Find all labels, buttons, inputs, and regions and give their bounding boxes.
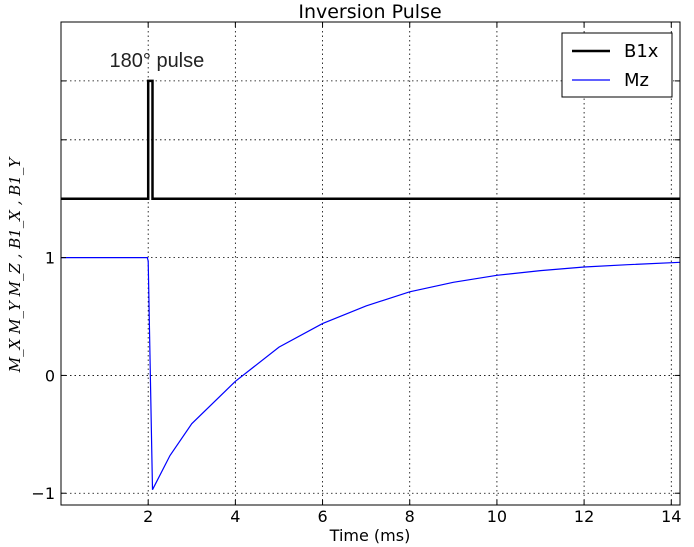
series-line-mz <box>61 257 681 490</box>
series-line-b1x <box>61 79 680 200</box>
x-axis-label: Time (ms) <box>329 526 411 545</box>
y-tick-label: −1 <box>31 484 55 503</box>
legend-box <box>561 32 673 98</box>
plot-frame <box>60 21 681 506</box>
x-tick-label: 14 <box>661 507 681 526</box>
x-tick-label: 8 <box>405 507 415 526</box>
x-tick-label: 12 <box>574 507 594 526</box>
x-tick-label: 6 <box>317 507 327 526</box>
legend-label-mz: Mz <box>624 70 649 91</box>
pulse-annotation: 180° pulse <box>110 50 205 72</box>
x-tick-label: 2 <box>143 507 153 526</box>
y-tick-label: 1 <box>45 249 55 268</box>
x-tick-label: 4 <box>230 507 240 526</box>
series-lines <box>61 79 681 490</box>
y-tick-label: 0 <box>45 366 55 385</box>
chart-title: Inversion Pulse <box>298 1 441 23</box>
legend-label-b1x: B1x <box>624 41 659 62</box>
y-axis-label: M_X M_Y M_Z , B1_X , B1_Y <box>6 156 24 374</box>
x-tick-label: 10 <box>487 507 507 526</box>
legend: B1x Mz <box>561 32 673 98</box>
axis-ticks: 2 4 6 8 10 12 14 −1 0 1 <box>31 21 681 526</box>
